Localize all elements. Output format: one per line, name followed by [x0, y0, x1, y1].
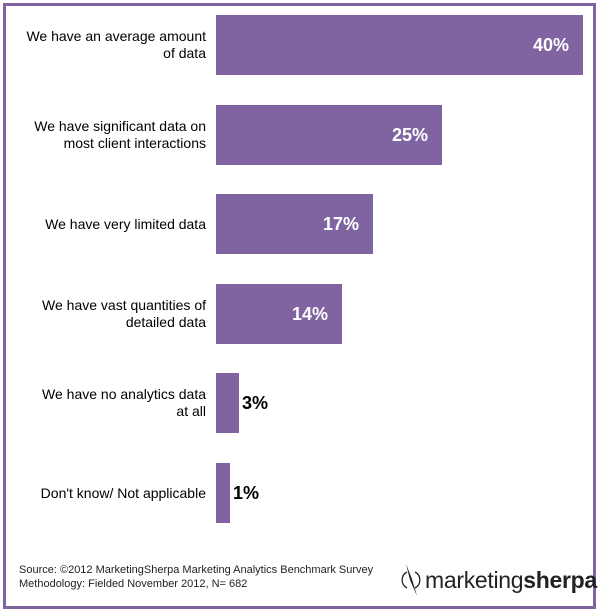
value-label: 3% — [242, 392, 269, 413]
bar-label: We have very limited data — [45, 215, 206, 232]
compass-logo-icon — [401, 564, 421, 596]
bar: 25% — [216, 105, 442, 165]
value-label: 14% — [291, 303, 328, 324]
bar-row-very-limited: We have very limited data 17% — [0, 194, 600, 254]
bar-label: Don't know/ Not applicable — [40, 484, 206, 501]
marketingsherpa-logo: marketing sherpa — [398, 562, 597, 598]
source-footer: Source: ©2012 MarketingSherpa Marketing … — [19, 563, 373, 591]
logo-text-sherpa: sherpa — [523, 566, 597, 593]
value-label: 25% — [391, 124, 428, 145]
bar — [216, 373, 239, 433]
bar-label: We have no analytics data at all — [42, 386, 206, 419]
value-label: 40% — [532, 34, 569, 55]
bar: 17% — [216, 194, 373, 254]
logo-text-marketing: marketing — [425, 566, 524, 593]
methodology-text: Methodology: Fielded November 2012, N= 6… — [19, 578, 248, 590]
value-label: 1% — [233, 482, 260, 503]
bar-row-vast: We have vast quantities of detailed data … — [0, 284, 600, 344]
bar-label: We have vast quantities of detailed data — [42, 297, 206, 330]
bar-row-dont-know: Don't know/ Not applicable 1% — [0, 463, 600, 523]
bar-row-average: We have an average amount of data 40% — [0, 15, 600, 75]
bar-row-no-data: We have no analytics data at all 3% — [0, 373, 600, 433]
bar-label: We have significant data on most client i… — [34, 118, 206, 151]
bar-label: We have an average amount of data — [26, 28, 206, 61]
bar: 40% — [216, 15, 583, 75]
source-text: Source: ©2012 MarketingSherpa Marketing … — [19, 564, 374, 576]
value-label: 17% — [322, 213, 359, 234]
bar — [216, 463, 230, 523]
bar-row-significant: We have significant data on most client i… — [0, 105, 600, 165]
bar: 14% — [216, 284, 342, 344]
